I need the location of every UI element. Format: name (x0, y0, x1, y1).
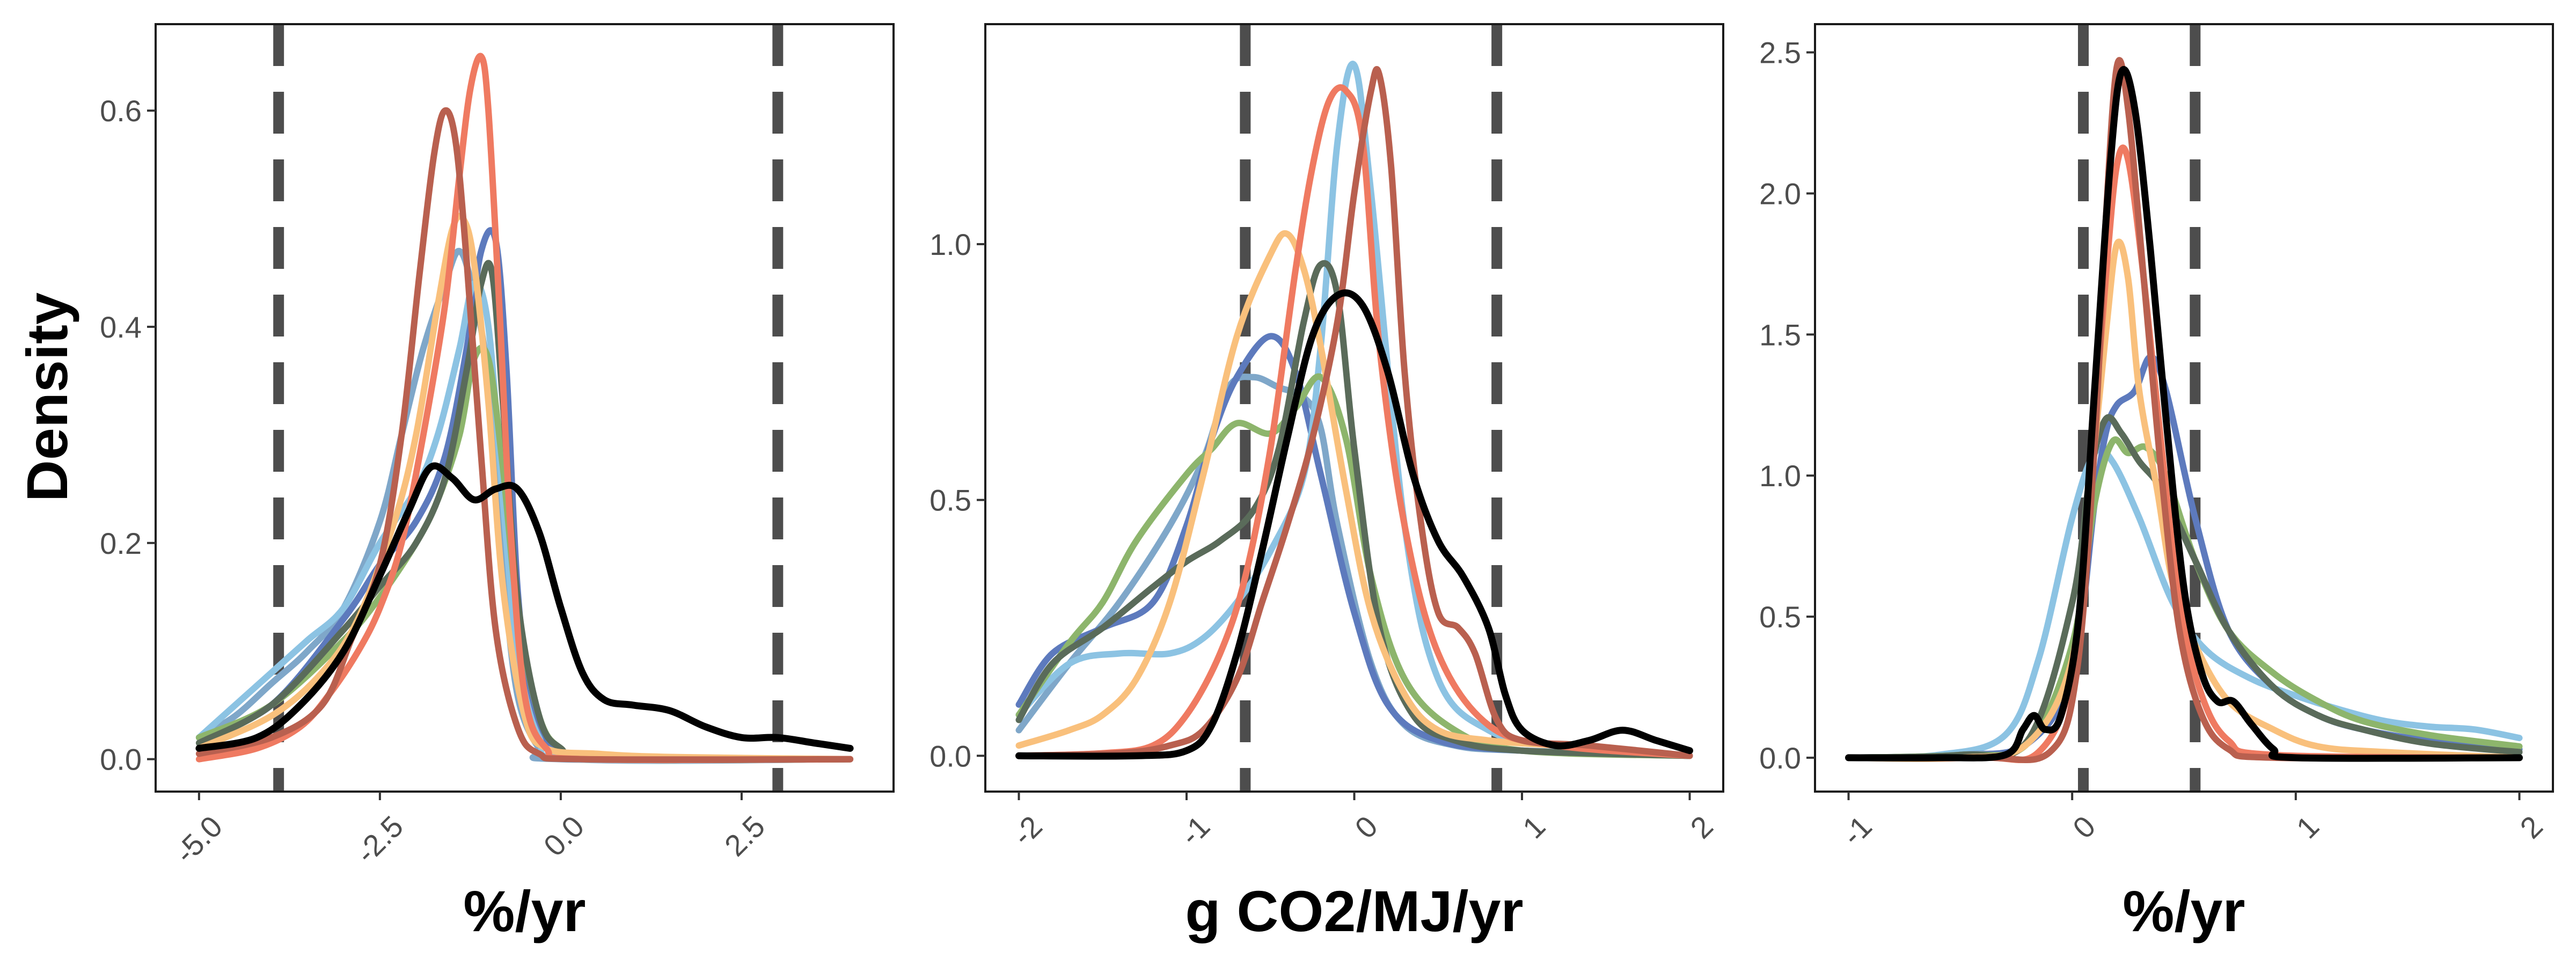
left-x-tick-label: 2.5 (718, 809, 772, 863)
right-x-tick-label: 2 (2513, 809, 2549, 845)
middle-x-tick-label: 0 (1348, 809, 1384, 845)
right-y-tick-label: 2.5 (1759, 36, 1801, 70)
left-panel-frame (155, 23, 895, 793)
right-density-curve-4 (1845, 414, 2523, 761)
right-density-curve-5 (1845, 238, 2523, 762)
middle-x-tick-label: -2 (1006, 809, 1049, 852)
middle-y-tick-label: 1.0 (930, 228, 971, 261)
middle-density-curve-5 (1015, 260, 1693, 759)
right-density-curve-7 (1845, 57, 2523, 764)
middle-density-curve-8 (1015, 66, 1693, 759)
left-x-tick-label: 0.0 (537, 809, 591, 863)
right-plot-area (1815, 24, 2553, 792)
right-x-axis-title: %/yr (2123, 879, 2245, 943)
middle-y-tick-label: 0.0 (930, 739, 971, 773)
left-x-tick-label: -2.5 (349, 809, 409, 870)
middle-density-curve-9 (1015, 289, 1693, 760)
middle-density-curve-4 (1015, 373, 1693, 759)
left-y-tick-label: 0.4 (100, 310, 142, 344)
middle-x-axis-title: g CO2/MJ/yr (1185, 879, 1523, 943)
right-y-tick-label: 1.5 (1759, 318, 1801, 352)
middle-density-curve-3 (1015, 61, 1693, 759)
left-x-tick-label: -5.0 (168, 809, 229, 870)
middle-density-curve-6 (1015, 230, 1693, 759)
left-density-curve-7 (195, 53, 854, 764)
left-x-axis-title: %/yr (463, 879, 586, 943)
middle-density-curve-7 (1015, 84, 1693, 759)
right-x-tick-label: -1 (1835, 809, 1878, 852)
middle-y-tick-label: 0.5 (930, 484, 971, 517)
left-density-panel: 0.0 0.2 0.4 0.6 -5.0 -2.5 0.0 2.5 %/yr (100, 23, 895, 943)
right-y-tick-label: 2.0 (1759, 177, 1801, 210)
middle-x-tick-label: 1 (1516, 809, 1552, 845)
right-density-curve-8 (1845, 65, 2523, 762)
left-y-tick-label: 0.0 (100, 743, 142, 777)
left-y-tick-label: 0.6 (100, 94, 142, 128)
right-x-tick-label: 0 (2066, 809, 2102, 845)
right-x-tick-label: 1 (2290, 809, 2326, 845)
left-density-curve-9 (195, 462, 854, 752)
right-density-panel: 0.0 0.5 1.0 1.5 2.0 2.5 -1 0 1 2 %/yr (1759, 23, 2554, 943)
middle-density-panel: 0.0 0.5 1.0 -2 -1 0 1 2 g CO2/MJ/yr (930, 23, 1724, 943)
right-panel-frame (1814, 23, 2554, 793)
middle-plot-area (985, 24, 1723, 792)
right-y-tick-label: 0.5 (1759, 600, 1801, 634)
y-axis-title: Density (14, 292, 79, 502)
right-y-tick-label: 1.0 (1759, 459, 1801, 493)
right-y-tick-label: 0.0 (1759, 741, 1801, 775)
middle-x-tick-label: -1 (1174, 809, 1217, 852)
left-y-tick-label: 0.2 (100, 526, 142, 560)
middle-x-tick-label: 2 (1684, 809, 1719, 845)
right-density-curve-1 (1845, 445, 2523, 761)
